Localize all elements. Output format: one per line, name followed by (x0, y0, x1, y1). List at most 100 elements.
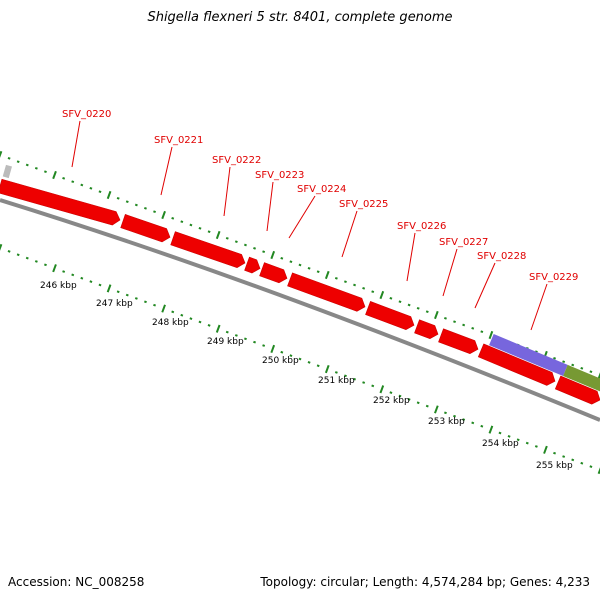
minor-tick (353, 377, 357, 381)
minor-tick (334, 276, 338, 280)
minor-tick (34, 260, 38, 263)
minor-tick (43, 170, 47, 174)
gene-label[interactable]: SFV_0223 (255, 170, 304, 181)
minor-tick (443, 411, 447, 415)
gene-arrow[interactable] (170, 231, 246, 268)
minor-tick (289, 260, 293, 264)
kbp-label: 248 kbp (152, 318, 189, 328)
minor-tick (225, 236, 229, 240)
gene-label[interactable]: SFV_0221 (154, 135, 203, 146)
major-tick (52, 264, 57, 273)
gene-arrow[interactable] (287, 272, 366, 312)
minor-tick (180, 220, 184, 224)
map-title: Shigella flexneri 5 str. 8401, complete … (147, 10, 453, 25)
gene-arrow[interactable] (438, 328, 479, 355)
minor-tick (171, 216, 175, 220)
minor-tick (198, 320, 202, 324)
gene-arrow[interactable] (0, 178, 121, 226)
kbp-label: 255 kbp (536, 461, 573, 471)
major-tick (270, 344, 276, 354)
gene-label[interactable]: SFV_0226 (397, 221, 446, 232)
minor-tick (7, 156, 11, 160)
minor-tick (589, 370, 593, 374)
minor-tick (134, 203, 138, 207)
minor-tick (89, 280, 93, 283)
gene-leader-line (71, 120, 81, 168)
kbp-labels: 246 kbp 247 kbp 248 kbp 249 kbp 250 kbp 251 k… (40, 281, 573, 471)
minor-tick (362, 381, 366, 384)
minor-tick (253, 340, 257, 344)
accession-text: Accession: NC_008258 (8, 575, 145, 589)
major-tick (106, 284, 112, 293)
gene-arrow[interactable] (120, 214, 171, 243)
gene-label[interactable]: SFV_0228 (477, 251, 526, 262)
minor-tick (343, 280, 347, 284)
minor-tick (362, 286, 366, 290)
minor-tick (25, 256, 29, 260)
minor-tick (562, 455, 566, 458)
minor-tick (571, 363, 575, 367)
minor-tick (62, 270, 66, 273)
minor-tick (534, 445, 538, 448)
minor-tick (498, 431, 502, 435)
gene-track (0, 178, 600, 405)
feature-olive[interactable] (563, 364, 600, 393)
major-tick (324, 364, 330, 374)
minor-tick (589, 465, 593, 468)
minor-tick (153, 303, 157, 307)
feature-gray[interactable] (2, 164, 12, 179)
gene-label[interactable]: SFV_0227 (439, 237, 488, 248)
gene-label[interactable]: SFV_0222 (212, 155, 261, 166)
gene-arrow[interactable] (365, 301, 415, 331)
minor-tick (480, 330, 484, 334)
backbone-track (0, 198, 600, 422)
minor-tick (7, 250, 11, 253)
minor-tick (189, 223, 193, 227)
minor-tick (253, 246, 257, 250)
minor-tick (34, 166, 38, 170)
kbp-label: 249 kbp (207, 337, 244, 347)
minor-tick (462, 418, 466, 421)
minor-tick (307, 266, 311, 270)
gene-label[interactable]: SFV_0224 (297, 184, 346, 195)
kbp-label: 252 kbp (373, 396, 410, 406)
minor-tick (243, 243, 247, 247)
minor-tick (16, 253, 20, 257)
minor-tick (298, 357, 302, 361)
minor-tick (398, 300, 402, 304)
gene-leader-line (223, 166, 231, 217)
major-tick (379, 290, 385, 300)
minor-tick (398, 394, 402, 398)
minor-tick (143, 206, 147, 210)
minor-tick (280, 256, 284, 260)
gene-arrow[interactable] (244, 256, 261, 274)
minor-tick (580, 461, 584, 465)
feature-purple[interactable] (489, 334, 568, 376)
minor-tick (389, 296, 393, 300)
gene-labels: SFV_0220 SFV_0221 SFV_0222 SFV_0223 SFV_0224… (62, 109, 578, 331)
major-tick (161, 304, 166, 313)
major-tick (215, 324, 221, 333)
gene-label[interactable]: SFV_0220 (62, 109, 111, 120)
minor-tick (189, 317, 193, 320)
gene-label[interactable]: SFV_0229 (529, 272, 578, 283)
minor-tick (507, 435, 511, 438)
gene-arrow[interactable] (554, 375, 600, 405)
major-tick (597, 372, 600, 380)
minor-tick (289, 354, 293, 357)
minor-tick (80, 183, 84, 187)
minor-tick (262, 250, 266, 254)
kbp-label: 246 kbp (40, 281, 77, 291)
gene-label[interactable]: SFV_0225 (339, 199, 388, 210)
minor-tick (280, 350, 284, 354)
gene-leader-line (442, 248, 458, 297)
minor-tick (407, 303, 411, 307)
major-tick (0, 243, 3, 251)
gene-arrow[interactable] (477, 343, 556, 386)
gene-arrow[interactable] (414, 319, 439, 340)
minor-tick (243, 337, 247, 341)
minor-tick (471, 326, 475, 330)
kbp-label: 250 kbp (262, 356, 299, 366)
minor-tick (171, 310, 175, 314)
gene-arrow[interactable] (259, 262, 288, 284)
